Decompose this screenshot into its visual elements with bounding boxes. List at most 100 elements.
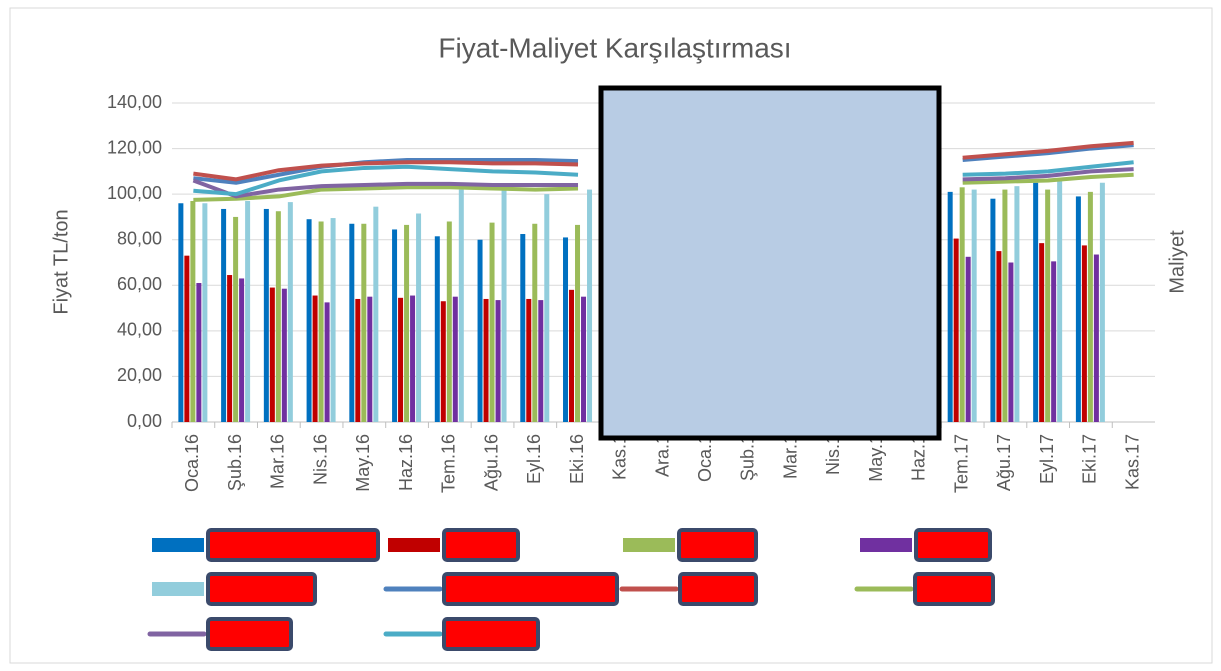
bar: [544, 194, 550, 422]
legend-swatch: [388, 538, 440, 552]
bar: [1075, 196, 1081, 422]
x-tick-label: Eki.16: [567, 434, 587, 484]
y2-axis-label: Maliyet: [1166, 230, 1188, 294]
bar: [392, 229, 398, 422]
bar: [1002, 189, 1008, 422]
line-series: [962, 143, 1134, 162]
bar: [367, 296, 373, 422]
redaction-box: [913, 572, 995, 606]
legend-swatch: [152, 538, 204, 552]
bar: [227, 275, 233, 422]
bar: [233, 216, 239, 422]
bar: [330, 218, 336, 422]
x-tick-label: May.16: [353, 434, 373, 492]
x-tick-label: Eki.17: [1080, 434, 1100, 484]
x-tick-label: Tem.16: [439, 434, 459, 493]
y-tick-label: 0,00: [127, 411, 162, 431]
x-tick-label: Nis.16: [310, 434, 330, 485]
bar: [520, 234, 526, 422]
bar: [526, 298, 532, 422]
x-tick-label: Nis.1: [823, 434, 843, 475]
bar: [263, 208, 269, 422]
bar: [398, 297, 404, 422]
x-tick-label: Mar.16: [268, 434, 288, 489]
x-tick-label: Kas.17: [1122, 434, 1142, 490]
bar: [563, 237, 569, 422]
bar: [324, 302, 330, 422]
line-series: [193, 185, 579, 202]
line-series: [192, 178, 579, 199]
bar: [416, 213, 422, 422]
redaction-box: [914, 528, 992, 562]
bar: [404, 224, 410, 422]
x-tick-label: Ara.1: [652, 434, 672, 477]
bar: [1033, 182, 1039, 422]
x-tick-label: Kas.1: [610, 434, 630, 480]
bar: [452, 296, 458, 422]
x-tick-label: Ağu.17: [994, 434, 1014, 491]
bar: [532, 223, 538, 422]
x-tick-label: Şub.16: [225, 434, 245, 491]
bar: [202, 203, 208, 422]
bar: [239, 278, 245, 422]
chart-title: Fiyat-Maliyet Karşılaştırması: [438, 32, 791, 63]
bar: [184, 255, 190, 422]
bar: [349, 223, 355, 422]
bar: [355, 298, 361, 422]
bar: [312, 295, 318, 422]
bar: [947, 191, 953, 422]
bar: [1081, 245, 1087, 422]
legend-swatch: [152, 582, 204, 596]
x-tick-label: Haz.16: [396, 434, 416, 491]
line-series: [193, 164, 579, 197]
x-tick-label: May.1: [866, 434, 886, 482]
redaction-box: [206, 528, 380, 562]
redaction-box: [442, 572, 619, 606]
bar: [587, 189, 593, 422]
y-tick-label: 80,00: [117, 228, 162, 248]
bar: [196, 283, 202, 422]
bar: [178, 203, 184, 422]
y-tick-label: 120,00: [107, 137, 162, 157]
bar: [1008, 262, 1014, 422]
bar: [458, 189, 464, 422]
y-tick-label: 20,00: [117, 365, 162, 385]
y-tick-label: 40,00: [117, 320, 162, 340]
bar: [434, 236, 440, 422]
bar: [569, 289, 575, 422]
redaction-box: [678, 572, 758, 606]
bar: [953, 238, 959, 422]
bar: [971, 189, 977, 422]
bar: [990, 198, 996, 422]
bar: [190, 200, 196, 422]
x-tick-label: Mar.1: [780, 434, 800, 479]
redaction-box: [442, 617, 540, 651]
line-series: [193, 160, 579, 182]
x-tick-label: Eyl.17: [1037, 434, 1057, 484]
bar: [501, 189, 507, 422]
bar: [575, 224, 581, 422]
bar: [996, 251, 1002, 422]
bar: [495, 300, 501, 422]
line-series: [962, 160, 1134, 177]
bar: [275, 211, 281, 422]
bar: [221, 208, 227, 422]
bar: [245, 200, 251, 422]
bar: [538, 300, 544, 422]
bar: [1087, 191, 1093, 422]
bar: [1093, 254, 1099, 422]
line-series: [962, 172, 1134, 185]
bar: [1039, 243, 1045, 422]
bar: [1045, 189, 1051, 422]
redaction-box: [206, 572, 317, 606]
y-tick-label: 100,00: [107, 183, 162, 203]
bar: [477, 239, 483, 422]
bar: [959, 187, 965, 422]
bar: [440, 301, 446, 422]
legend-swatch: [623, 538, 675, 552]
y-axis-label: Fiyat TL/ton: [50, 209, 72, 314]
bar: [1051, 261, 1057, 422]
bar: [269, 287, 275, 422]
x-tick-label: Ağu.16: [481, 434, 501, 491]
bar: [318, 221, 324, 422]
